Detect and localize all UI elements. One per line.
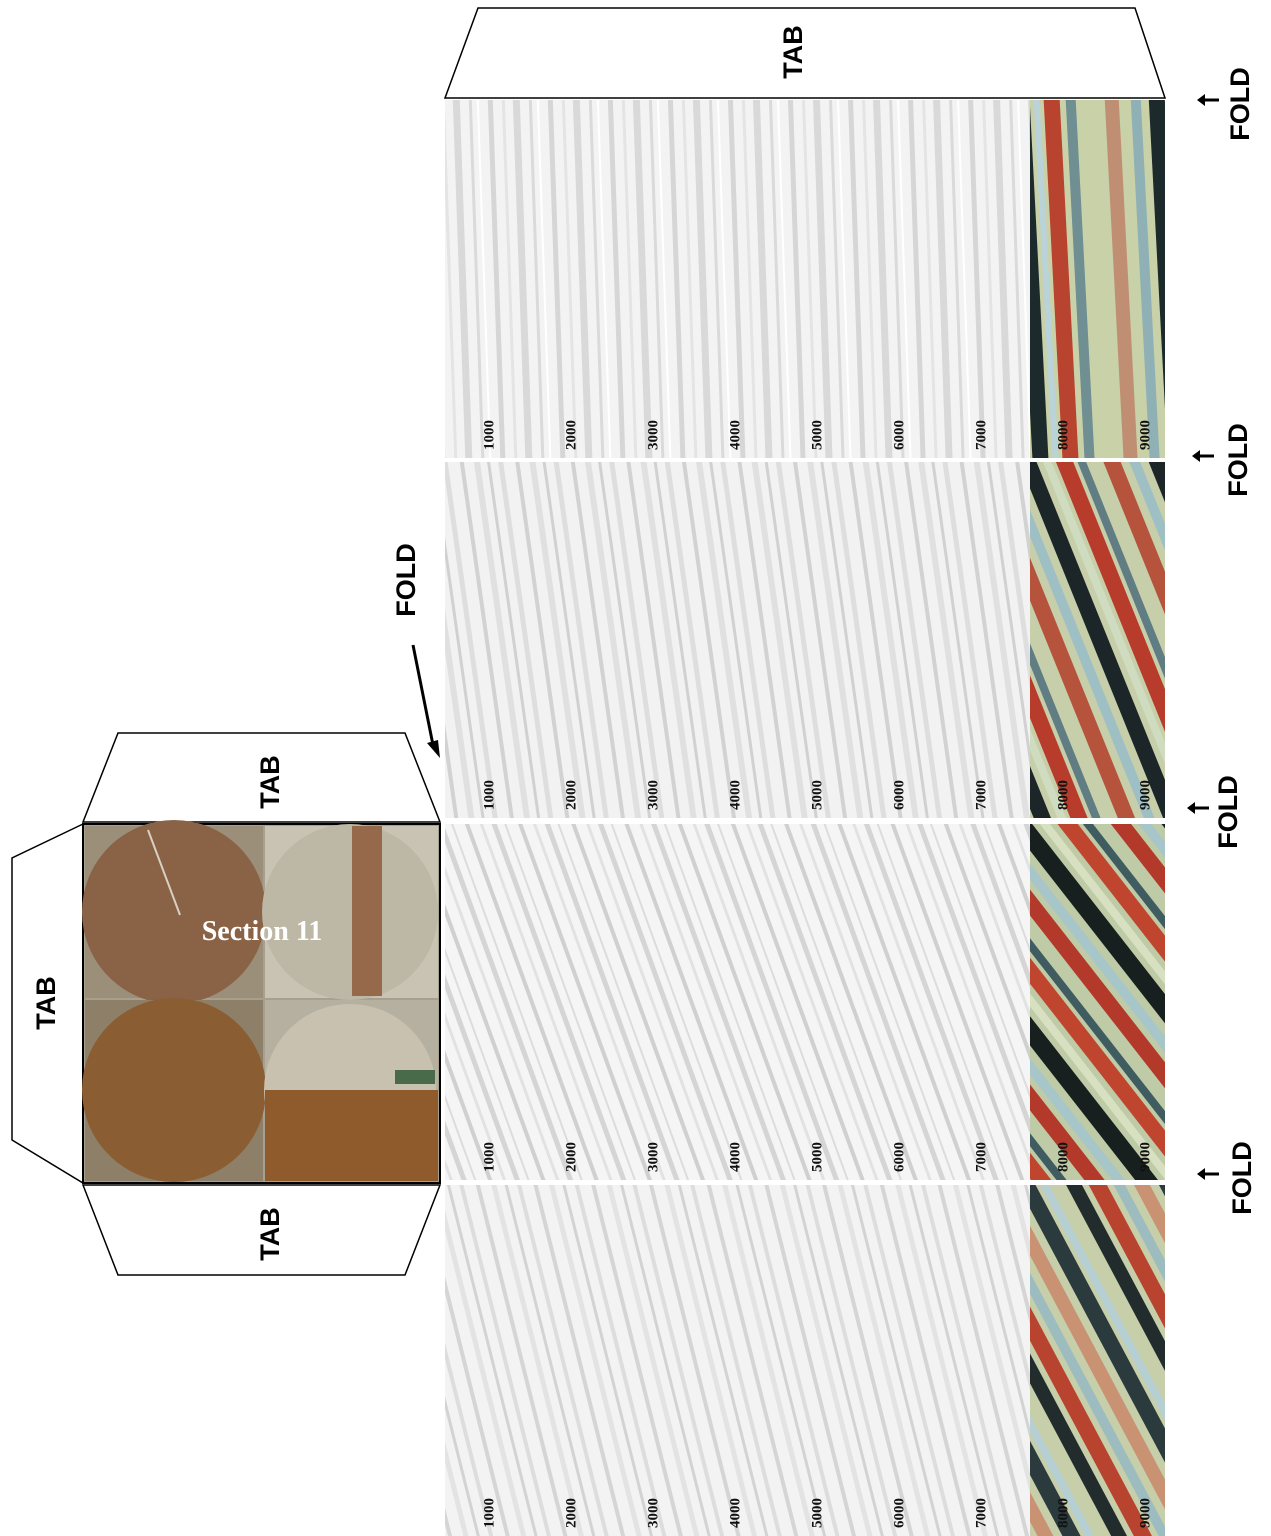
fold-label: FOLD — [1225, 67, 1255, 141]
seismic-color-section — [1030, 462, 1165, 818]
depth-label: 5000 — [809, 1142, 825, 1172]
depth-label: 1000 — [481, 1498, 497, 1528]
depth-label: 4000 — [727, 780, 743, 810]
fold-arrowhead — [1197, 1168, 1205, 1180]
depth-label: 7000 — [973, 1142, 989, 1172]
depth-label: 2000 — [563, 1142, 579, 1172]
depth-label: 3000 — [645, 1142, 661, 1172]
seismic-color-section — [1030, 824, 1165, 1180]
depth-label: 9000 — [1137, 420, 1153, 450]
depth-label: 9000 — [1137, 780, 1153, 810]
depth-label: 8000 — [1055, 1498, 1071, 1528]
depth-label: 3000 — [645, 780, 661, 810]
depth-label: 6000 — [891, 420, 907, 450]
fold-label: FOLD — [391, 543, 421, 617]
depth-label: 8000 — [1055, 1142, 1071, 1172]
depth-label: 3000 — [645, 420, 661, 450]
depth-label: 6000 — [891, 1142, 907, 1172]
tab-label: TAB — [255, 755, 285, 809]
tab-outline — [81, 1184, 442, 1276]
tab-outline — [81, 732, 442, 823]
seismic-color-section — [1030, 100, 1165, 458]
depth-label: 1000 — [481, 420, 497, 450]
depth-label: 2000 — [563, 780, 579, 810]
seismic-section — [445, 100, 1030, 458]
fold-arrow — [411, 644, 435, 746]
depth-label: 5000 — [809, 1498, 825, 1528]
depth-label: 4000 — [727, 420, 743, 450]
fold-arrowhead — [1197, 94, 1205, 106]
map-label: Section 11 — [202, 916, 323, 947]
depth-label: 2000 — [563, 420, 579, 450]
depth-label: 5000 — [809, 420, 825, 450]
depth-label: 7000 — [973, 420, 989, 450]
seismic-color-section — [1030, 1185, 1165, 1536]
tab-label: TAB — [255, 1207, 285, 1261]
depth-label: 5000 — [809, 780, 825, 810]
depth-label: 7000 — [973, 780, 989, 810]
seismic-section — [445, 462, 1030, 818]
depth-label: 4000 — [727, 1498, 743, 1528]
depth-label: 9000 — [1137, 1142, 1153, 1172]
fold-label: FOLD — [1223, 423, 1253, 497]
depth-label: 1000 — [481, 1142, 497, 1172]
fold-arrowhead — [427, 740, 440, 758]
tab-label: TAB — [778, 25, 808, 79]
fold-label: FOLD — [1213, 775, 1243, 849]
depth-label: 6000 — [891, 780, 907, 810]
depth-label: 9000 — [1137, 1498, 1153, 1528]
depth-label: 8000 — [1055, 780, 1071, 810]
depth-label: 3000 — [645, 1498, 661, 1528]
depth-label: 6000 — [891, 1498, 907, 1528]
depth-label: 4000 — [727, 1142, 743, 1172]
depth-label: 7000 — [973, 1498, 989, 1528]
fold-label: FOLD — [1227, 1141, 1257, 1215]
depth-label: 8000 — [1055, 420, 1071, 450]
depth-label: 1000 — [481, 780, 497, 810]
depth-label: 2000 — [563, 1498, 579, 1528]
satellite-map — [82, 820, 441, 1184]
seismic-section — [445, 1185, 1030, 1536]
seismic-section — [445, 824, 1030, 1180]
fold-arrowhead — [1187, 802, 1195, 814]
tab-label: TAB — [31, 976, 61, 1030]
fold-arrowhead — [1192, 450, 1200, 462]
tab-outline — [443, 7, 1167, 99]
